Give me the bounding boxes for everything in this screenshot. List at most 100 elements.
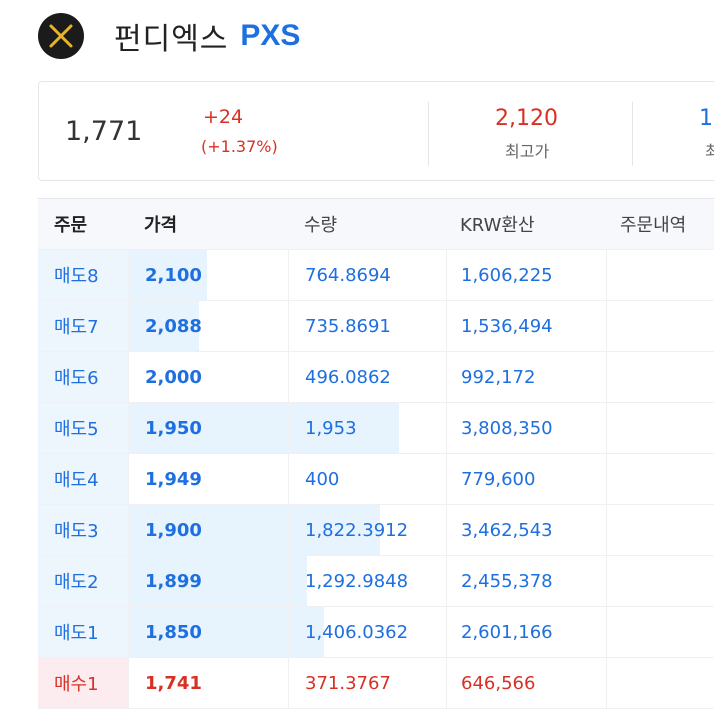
orderbook-table: 주문 가격 수량 KRW환산 주문내역 매도8 2,100 764.8694 1,60… xyxy=(38,198,714,709)
order-qty-text: 1,406.0362 xyxy=(305,621,409,643)
order-price: 2,088 xyxy=(128,301,288,351)
order-label: 매도7 xyxy=(38,301,128,351)
order-krw-text: 1,536,494 xyxy=(461,315,553,337)
order-qty: 496.0862 xyxy=(288,352,446,402)
order-krw: 2,601,166 xyxy=(446,607,606,657)
order-label-text: 매도3 xyxy=(54,521,99,542)
order-price: 1,850 xyxy=(128,607,289,657)
depth-bar xyxy=(129,403,289,453)
current-price: 1,771 xyxy=(65,116,143,147)
order-price: 2,100 xyxy=(128,250,288,300)
order-qty-text: 735.8691 xyxy=(305,315,391,337)
orderbook-row[interactable]: 매도4 1,949 400 779,600 xyxy=(38,454,714,505)
header-history: 주문내역 xyxy=(620,215,687,236)
order-price: 1,741 xyxy=(128,658,288,708)
order-qty-text: 496.0862 xyxy=(305,366,391,388)
order-history xyxy=(606,505,714,555)
order-label-text: 매도4 xyxy=(54,470,99,491)
orderbook-row[interactable]: 매도2 1,899 1,292.9848 2,455,378 xyxy=(38,556,714,607)
order-price: 1,900 xyxy=(128,505,289,555)
orderbook-header-row: 주문 가격 수량 KRW환산 주문내역 xyxy=(38,199,714,250)
order-krw: 646,566 xyxy=(446,658,606,708)
depth-bar xyxy=(289,505,380,555)
order-krw: 1,606,225 xyxy=(446,250,606,300)
order-label: 매도1 xyxy=(38,607,128,657)
orderbook-row[interactable]: 매도1 1,850 1,406.0362 2,601,166 xyxy=(38,607,714,658)
orderbook-row[interactable]: 매수1 1,741 371.3767 646,566 xyxy=(38,658,714,709)
coin-symbol: PXS xyxy=(240,19,301,52)
order-qty: 764.8694 xyxy=(288,250,446,300)
order-history xyxy=(606,250,714,300)
order-qty-text: 1,292.9848 xyxy=(305,570,409,592)
order-krw: 3,462,543 xyxy=(446,505,606,555)
high-price-value: 2,120 xyxy=(495,106,558,131)
coin-name: 펀디엑스 xyxy=(114,22,229,57)
header-order: 주문 xyxy=(54,215,88,236)
order-label-text: 매도8 xyxy=(54,266,99,287)
orderbook-body: 매도8 2,100 764.8694 1,606,225 매도7 2,088 735.869… xyxy=(38,250,714,709)
order-krw-text: 779,600 xyxy=(461,468,536,490)
order-qty: 1,406.0362 xyxy=(288,607,446,657)
order-price-text: 1,899 xyxy=(145,570,202,592)
order-history xyxy=(606,556,714,606)
order-price: 1,949 xyxy=(128,454,288,504)
order-price-text: 1,741 xyxy=(145,672,202,694)
order-qty: 1,953 xyxy=(288,403,446,453)
order-history xyxy=(606,454,714,504)
orderbook-row[interactable]: 매도6 2,000 496.0862 992,172 xyxy=(38,352,714,403)
depth-bar xyxy=(129,301,199,351)
order-label-text: 매도6 xyxy=(54,368,99,389)
order-krw: 2,455,378 xyxy=(446,556,606,606)
order-krw-text: 2,601,166 xyxy=(461,621,553,643)
order-label: 매수1 xyxy=(38,658,128,708)
order-label-text: 매도5 xyxy=(54,419,99,440)
depth-bar xyxy=(129,556,289,606)
order-history xyxy=(606,607,714,657)
order-qty-text: 764.8694 xyxy=(305,264,391,286)
order-qty: 400 xyxy=(288,454,446,504)
header-price: 가격 xyxy=(144,215,178,236)
order-qty-text: 400 xyxy=(305,468,340,490)
order-qty: 1,292.9848 xyxy=(288,556,446,606)
order-history xyxy=(606,352,714,402)
header-krw: KRW환산 xyxy=(460,215,535,236)
depth-bar xyxy=(129,505,289,555)
order-price-text: 2,000 xyxy=(145,366,202,388)
order-krw-text: 2,455,378 xyxy=(461,570,553,592)
depth-bar xyxy=(289,607,324,657)
order-label: 매도6 xyxy=(38,352,128,402)
order-krw: 779,600 xyxy=(446,454,606,504)
orderbook-row[interactable]: 매도3 1,900 1,822.3912 3,462,543 xyxy=(38,505,714,556)
low-price-value: 1 xyxy=(699,106,713,131)
order-price: 1,950 xyxy=(128,403,289,453)
order-history xyxy=(606,658,714,708)
order-krw: 992,172 xyxy=(446,352,606,402)
order-label: 매도3 xyxy=(38,505,128,555)
order-krw-text: 3,462,543 xyxy=(461,519,553,541)
order-label-text: 매도1 xyxy=(54,623,99,644)
order-qty-text: 371.3767 xyxy=(305,672,391,694)
order-krw: 3,808,350 xyxy=(446,403,606,453)
order-qty-text: 1,822.3912 xyxy=(305,519,409,541)
orderbook-row[interactable]: 매도7 2,088 735.8691 1,536,494 xyxy=(38,301,714,352)
order-krw-text: 3,808,350 xyxy=(461,417,553,439)
orderbook-row[interactable]: 매도8 2,100 764.8694 1,606,225 xyxy=(38,250,714,301)
order-krw-text: 1,606,225 xyxy=(461,264,553,286)
order-krw-text: 992,172 xyxy=(461,366,536,388)
order-price-text: 1,950 xyxy=(145,417,202,439)
order-qty: 735.8691 xyxy=(288,301,446,351)
price-change-pct: (+1.37%) xyxy=(201,137,278,156)
order-price: 1,899 xyxy=(128,556,289,606)
order-qty: 1,822.3912 xyxy=(288,505,446,555)
order-label-text: 매도2 xyxy=(54,572,99,593)
depth-bar xyxy=(129,250,207,300)
coin-header: 펀디엑스 PXS xyxy=(38,12,300,60)
order-krw: 1,536,494 xyxy=(446,301,606,351)
orderbook-row[interactable]: 매도5 1,950 1,953 3,808,350 xyxy=(38,403,714,454)
depth-bar xyxy=(289,403,399,453)
high-price-label: 최고가 xyxy=(505,142,550,161)
divider xyxy=(428,102,429,166)
order-price-text: 1,850 xyxy=(145,621,202,643)
order-price-text: 2,100 xyxy=(145,264,202,286)
order-label-text: 매수1 xyxy=(54,674,99,695)
